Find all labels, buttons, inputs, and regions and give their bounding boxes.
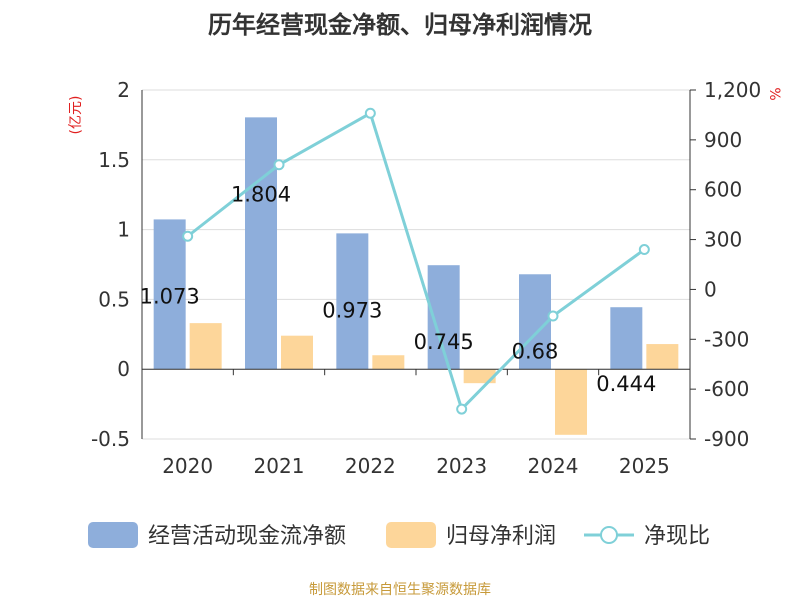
bars — [153, 117, 679, 435]
left-axis-tick-label: 0.5 — [98, 287, 130, 311]
x-axis-category-label: 2022 — [345, 454, 396, 478]
x-axis-category-label: 2020 — [162, 454, 213, 478]
net-profit-bar — [189, 323, 222, 370]
right-axis-tick-label: 600 — [704, 178, 742, 202]
net-profit-bar — [463, 369, 496, 384]
chart-title: 历年经营现金净额、归母净利润情况 — [208, 11, 592, 39]
left-axis-tick-label: 0 — [117, 357, 130, 381]
net-profit-bar — [281, 335, 313, 370]
legend-label: 净现比 — [644, 524, 710, 549]
cash-flow-bar — [610, 307, 643, 370]
cash-flow-bar — [245, 117, 277, 370]
right-axis-tick-label: -300 — [704, 327, 749, 351]
right-axis-unit-label: % — [766, 87, 782, 100]
legend-label: 经营活动现金流净额 — [148, 524, 346, 549]
axes: -0.5 0 0.5 1 1.5 2 -900 -600 -300 0 300 600 900 1,200… — [91, 78, 761, 478]
legend-swatch — [386, 522, 436, 548]
cash-flow-data-label: 1.073 — [140, 284, 200, 308]
right-axis-tick-label: -600 — [704, 377, 749, 401]
right-axis-tick-label: 300 — [704, 228, 742, 252]
ratio-line-path — [186, 111, 646, 412]
right-axis-tick-label: 900 — [704, 128, 742, 152]
ratio-line — [182, 107, 650, 415]
ratio-point — [273, 159, 285, 171]
right-axis-tick-label: -900 — [704, 427, 749, 451]
net-profit-bar — [372, 355, 405, 370]
source-note: 制图数据来自恒生聚源数据库 — [309, 582, 491, 598]
cash-flow-data-label: 0.973 — [322, 298, 382, 322]
right-axis-tick-label: 1,200 — [704, 78, 761, 102]
x-axis-category-label: 2024 — [528, 454, 579, 478]
left-axis-tick-label: 1.5 — [98, 148, 130, 172]
ratio-point — [547, 310, 559, 322]
right-axis-tick-label: 0 — [704, 277, 717, 301]
x-axis-category-label: 2023 — [436, 454, 487, 478]
x-axis-category-label: 2021 — [254, 454, 305, 478]
cash-flow-bar — [153, 219, 186, 370]
left-axis-tick-label: 1 — [117, 218, 130, 242]
cash-flow-data-label: 1.804 — [231, 182, 291, 206]
cash-flow-data-label: 0.444 — [596, 372, 656, 396]
cash-flow-data-label: 0.745 — [414, 330, 474, 354]
legend-swatch — [88, 522, 138, 548]
legend-label: 归母净利润 — [446, 524, 556, 549]
net-profit-bar — [646, 344, 679, 370]
ratio-point — [456, 403, 468, 415]
legend: 经营活动现金流净额 归母净利润 净现比 — [88, 522, 710, 549]
cash-flow-data-label: 0.68 — [512, 339, 559, 363]
ratio-point — [638, 244, 650, 256]
x-axis-category-label: 2025 — [619, 454, 670, 478]
ratio-point — [182, 230, 194, 242]
data-labels: 1.073 1.804 0.973 0.745 0.68 0.444 — [140, 182, 657, 396]
cash-flow-bar — [336, 233, 369, 370]
ratio-point — [364, 107, 376, 119]
left-axis-tick-label: 2 — [117, 78, 130, 102]
left-axis-unit-label: (亿元) — [68, 96, 84, 135]
left-axis-tick-label: -0.5 — [91, 427, 130, 451]
net-profit-bar — [555, 369, 587, 435]
legend-line-marker — [600, 526, 618, 544]
